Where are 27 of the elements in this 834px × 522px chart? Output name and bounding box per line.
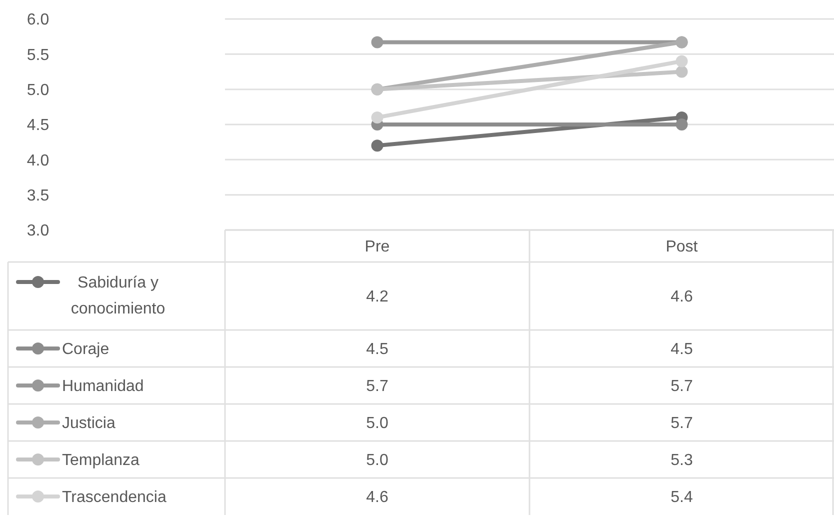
data-label: 5.0 — [366, 415, 388, 432]
legend-label: Justicia — [62, 415, 116, 432]
legend-label: Sabiduría y conocimiento — [70, 274, 166, 318]
legend-label: Humanidad — [62, 378, 144, 396]
data-label: 4.6 — [366, 489, 388, 506]
data-label: 4.5 — [670, 341, 693, 358]
y-tick-label: 6.0 — [26, 12, 50, 29]
y-tick-label: 5.5 — [26, 46, 50, 64]
data-label: 4.6 — [670, 288, 693, 306]
data-label: 5.3 — [670, 452, 693, 470]
y-tick-label: 3.5 — [26, 187, 50, 204]
data-label: 5.4 — [670, 489, 693, 506]
data-label: 5.0 — [366, 452, 388, 470]
legend-label: Templanza — [62, 452, 140, 470]
x-tick-label: Pre — [364, 238, 390, 256]
y-tick-label: 3.0 — [26, 222, 50, 240]
data-label: 4.2 — [366, 288, 388, 306]
x-tick-label: Post — [666, 238, 698, 256]
y-tick-label: 5.0 — [26, 82, 50, 99]
data-label: 5.7 — [366, 378, 388, 396]
legend-label: Coraje — [62, 341, 110, 358]
y-tick-label: 4.0 — [26, 152, 50, 170]
data-label: 5.7 — [670, 378, 693, 396]
y-tick-label: 4.5 — [26, 117, 50, 134]
data-label: 4.5 — [366, 341, 388, 358]
data-label: 5.7 — [670, 415, 693, 432]
legend-label: Trascendencia — [62, 489, 166, 506]
